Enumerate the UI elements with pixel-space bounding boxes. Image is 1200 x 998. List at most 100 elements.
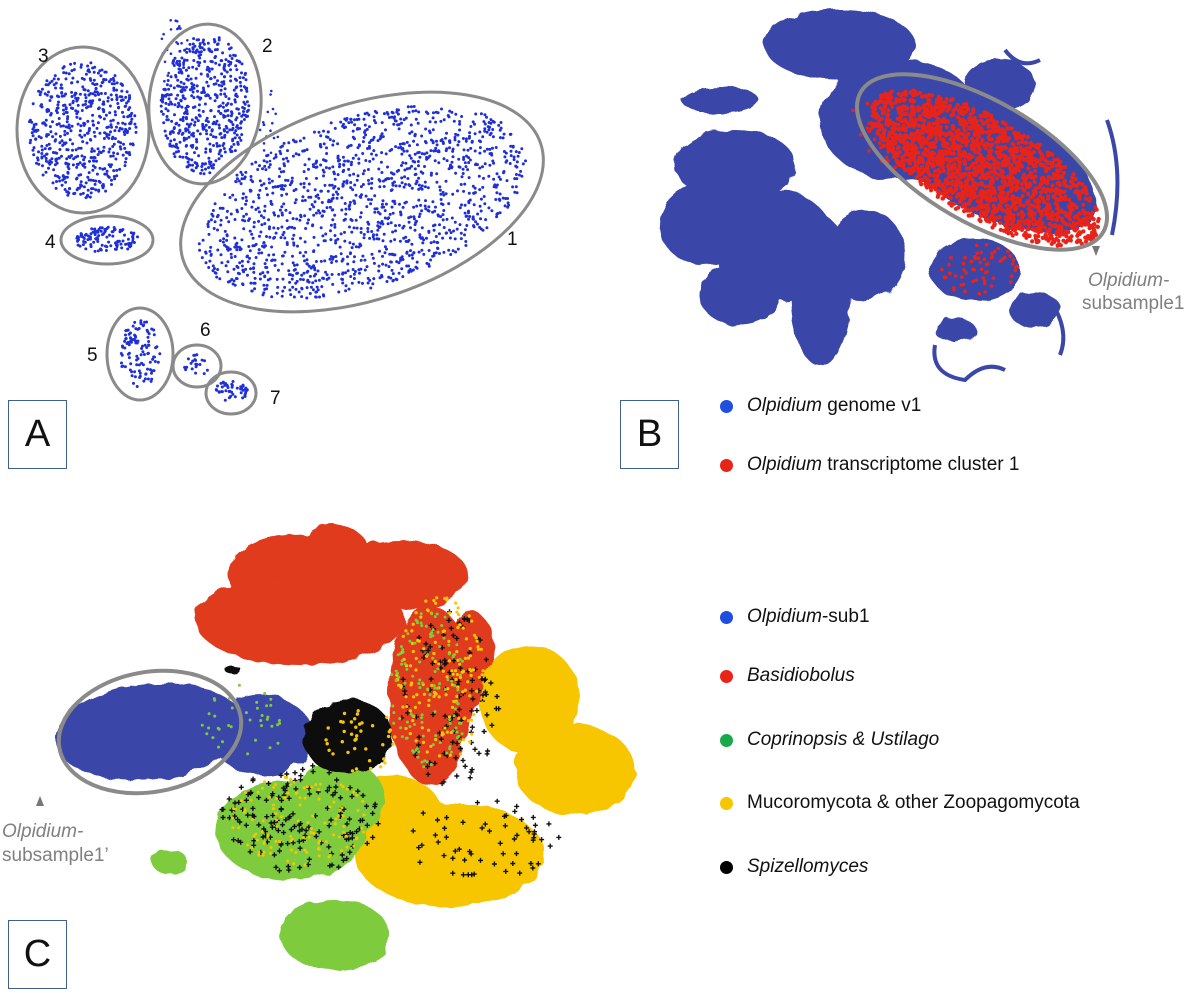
cluster-1-point <box>290 277 294 281</box>
cluster-1-point <box>420 152 424 156</box>
cluster-1-point <box>292 241 296 245</box>
transcriptome-point <box>872 106 878 112</box>
cluster-5-point <box>147 332 151 336</box>
cluster-2-point <box>197 64 201 67</box>
cluster-1-point <box>504 197 508 200</box>
cluster-1-point <box>309 285 313 289</box>
cluster-2-point <box>172 127 176 131</box>
transcriptome-point <box>1074 183 1079 189</box>
cluster-1-point <box>333 234 337 237</box>
cluster-1-point <box>282 170 286 173</box>
cluster-1-point <box>472 225 476 229</box>
cluster-2-point <box>173 113 176 117</box>
transcriptome-point <box>989 142 995 147</box>
cluster-3-point <box>113 110 117 114</box>
cluster-1-point <box>370 230 374 233</box>
cluster-1-point <box>257 251 261 255</box>
cluster-1-point <box>225 245 228 249</box>
cluster-3-point <box>54 109 58 113</box>
stray-point <box>179 27 182 30</box>
cluster-1-point <box>494 146 498 149</box>
cluster-5-point <box>135 358 139 362</box>
cluster-1-point <box>348 173 352 177</box>
cluster-1-point <box>350 246 354 250</box>
spizellomyces-mark <box>344 856 350 862</box>
cluster-1-point <box>312 250 316 254</box>
cluster-1-point <box>322 294 326 298</box>
cluster-2-point <box>186 128 190 132</box>
cluster-1-point <box>220 206 224 210</box>
cluster-1-point <box>319 134 323 138</box>
spizellomyces-mark <box>310 769 316 775</box>
cluster-3-point <box>30 120 34 124</box>
transcriptome-point <box>1029 195 1034 200</box>
cluster-1-point <box>232 279 236 283</box>
cluster-1-point <box>454 250 458 254</box>
cluster-3-point <box>85 131 89 135</box>
cluster-1-point <box>462 148 466 152</box>
transcriptome-point <box>1005 126 1010 131</box>
transcriptome-point <box>970 213 975 218</box>
cluster-1-point <box>415 266 419 270</box>
cluster-3-point <box>56 103 60 107</box>
cluster-2-point <box>198 56 202 60</box>
cluster-3-point <box>111 145 115 148</box>
cluster-1-point <box>319 226 323 230</box>
cluster-2-point <box>213 99 217 103</box>
cluster-1-point <box>468 215 472 218</box>
cluster-1-point <box>272 253 276 257</box>
cluster-1-point <box>382 232 386 236</box>
transcriptome-point <box>1026 198 1031 203</box>
transcriptome-point <box>988 117 993 122</box>
transcriptome-point <box>957 108 962 113</box>
transcriptome-point <box>1047 213 1052 218</box>
cluster-2-point <box>210 50 214 54</box>
cluster-3-point <box>49 95 53 99</box>
cluster-3-point <box>32 153 36 157</box>
cluster-3-point <box>61 178 65 182</box>
cluster-7-point <box>233 395 237 399</box>
cluster-3-point <box>118 126 122 130</box>
cluster-3-point <box>107 163 111 167</box>
cluster-1-point <box>368 141 371 145</box>
cluster-3-point <box>81 85 85 89</box>
spizellomyces-mark <box>340 857 346 863</box>
spizellomyces-mark <box>310 763 316 769</box>
transcriptome-point <box>972 181 977 186</box>
cluster-1-point <box>417 215 421 219</box>
cluster-5-point <box>151 357 155 361</box>
cluster-3-point <box>121 98 125 102</box>
transcriptome-point <box>1036 185 1041 190</box>
cluster-1-point <box>286 159 290 163</box>
cluster-2-point <box>193 120 197 124</box>
cluster-1-point <box>473 191 477 194</box>
cluster-1-point <box>332 186 336 190</box>
cluster-1-point <box>498 128 502 132</box>
transcriptome-point <box>1068 207 1074 213</box>
cluster-3-point <box>41 164 44 168</box>
panel-c-point-marks <box>200 596 562 878</box>
cluster-1-point <box>336 154 340 158</box>
cluster-1-point <box>290 225 294 229</box>
cluster-3-point <box>102 117 106 121</box>
cluster-5-point <box>130 338 134 342</box>
cluster-1-point <box>386 222 390 226</box>
transcriptome-point <box>851 108 855 113</box>
cluster-1-point <box>219 218 223 222</box>
cluster-4-point <box>124 242 127 246</box>
cluster-3-point <box>93 182 97 186</box>
cluster-1-point <box>499 121 503 124</box>
cluster-2-point <box>182 82 186 86</box>
cluster-5-point <box>152 333 156 337</box>
cluster-2-point <box>212 82 216 86</box>
cluster-1-point <box>433 159 437 163</box>
cluster-2-point <box>240 62 244 66</box>
transcriptome-point <box>1052 193 1057 198</box>
spizellomyces-mark <box>454 773 460 779</box>
cluster-1-point <box>473 149 477 153</box>
cluster-1-point <box>402 149 406 153</box>
transcriptome-point <box>1011 258 1016 262</box>
transcriptome-point <box>997 136 1002 142</box>
spizellomyces-mark <box>469 767 475 773</box>
cluster-1-point <box>281 277 285 281</box>
